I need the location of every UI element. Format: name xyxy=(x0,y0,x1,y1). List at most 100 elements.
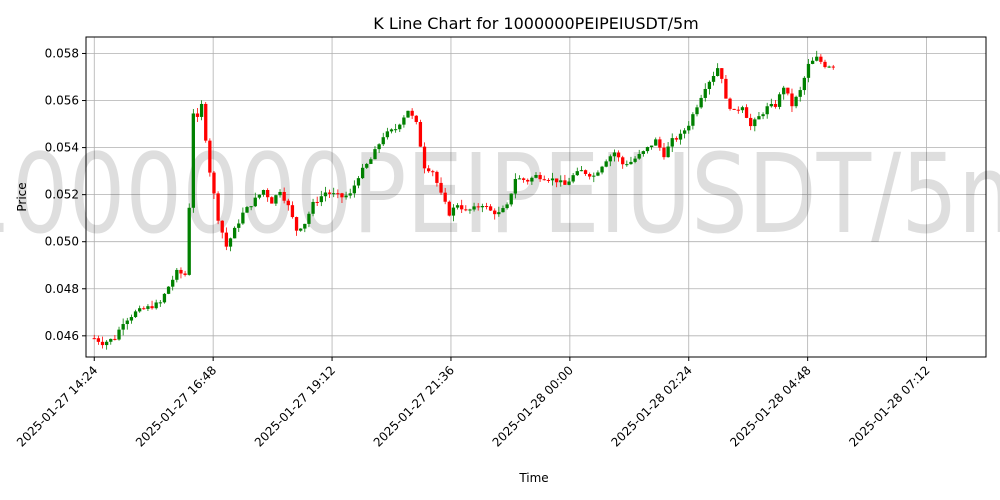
candle-body xyxy=(782,87,786,95)
watermark-text: 1000000PEIPEIUSDT/5m xyxy=(0,130,1000,258)
candle-body xyxy=(381,137,385,145)
candle-body xyxy=(179,269,183,274)
candle-body xyxy=(526,179,530,182)
candle-body xyxy=(480,206,484,208)
candle-body xyxy=(460,205,464,210)
y-tick-label: 0.050 xyxy=(45,235,79,249)
candle-body xyxy=(377,144,381,150)
candle-body xyxy=(191,113,195,208)
candle-body xyxy=(674,138,679,140)
candle-body xyxy=(175,269,179,280)
candle-body xyxy=(422,146,427,169)
candle-body xyxy=(815,56,819,61)
candle-body xyxy=(649,145,654,148)
candle-body xyxy=(550,178,555,181)
y-tick-label: 0.046 xyxy=(45,329,79,343)
candle-body xyxy=(365,163,369,168)
candle-body xyxy=(319,196,323,203)
candle-body xyxy=(369,159,373,164)
candle-body xyxy=(716,68,720,76)
candle-body xyxy=(208,140,212,173)
candle-body xyxy=(728,98,732,109)
candle-body xyxy=(691,114,695,126)
candle-body xyxy=(786,87,790,94)
candle-body xyxy=(625,164,629,166)
candle-body xyxy=(447,201,451,216)
candle-body xyxy=(162,293,167,303)
candle-body xyxy=(476,206,480,208)
candle-body xyxy=(315,201,319,203)
candle-body xyxy=(344,195,348,198)
y-tick-label: 0.058 xyxy=(45,46,79,60)
candle-body xyxy=(443,192,447,202)
candle-body xyxy=(604,161,608,167)
candle-body xyxy=(798,90,802,97)
candle-body xyxy=(583,170,588,175)
candle-body xyxy=(571,175,575,182)
candle-body xyxy=(109,338,113,342)
candle-body xyxy=(439,182,443,193)
y-tick-label: 0.052 xyxy=(45,188,79,202)
candle-body xyxy=(402,117,406,125)
candle-body xyxy=(769,103,773,107)
candle-body xyxy=(327,192,332,194)
candle-body xyxy=(257,194,262,198)
candle-body xyxy=(154,302,158,309)
candle-body xyxy=(232,227,237,239)
candle-body xyxy=(249,206,253,208)
candle-body xyxy=(113,338,117,340)
candle-body xyxy=(398,124,402,130)
candle-body xyxy=(629,161,633,165)
candle-body xyxy=(385,131,390,138)
candle-body xyxy=(740,107,745,111)
candle-body xyxy=(187,207,191,275)
candle-body xyxy=(389,129,394,132)
candle-body xyxy=(633,158,637,162)
candle-body xyxy=(220,220,224,233)
candle-body xyxy=(488,206,493,211)
candle-body xyxy=(530,177,534,182)
candle-body xyxy=(121,324,125,330)
candle-body xyxy=(559,180,563,183)
y-axis: 0.046 0.048 0.050 0.052 0.054 0.056 0.058 xyxy=(45,46,86,343)
candle-body xyxy=(282,191,286,201)
candle-body xyxy=(744,107,749,118)
candle-body xyxy=(542,179,546,181)
candle-body xyxy=(171,279,175,287)
candle-body xyxy=(592,175,596,177)
candle-body xyxy=(352,185,356,194)
candle-body xyxy=(521,178,526,180)
candle-body xyxy=(596,172,600,176)
candle-body xyxy=(720,68,724,79)
candle-body xyxy=(695,107,699,115)
candle-body xyxy=(117,329,121,340)
candle-body xyxy=(92,338,96,340)
candle-body xyxy=(546,179,551,181)
candle-body xyxy=(100,341,105,346)
candle-body xyxy=(538,174,542,180)
candle-body xyxy=(431,171,435,173)
candle-body xyxy=(579,170,584,172)
candle-body xyxy=(410,110,414,116)
candle-body xyxy=(348,193,352,196)
candle-body xyxy=(303,223,307,229)
candle-body xyxy=(427,168,431,172)
candle-body xyxy=(307,213,311,224)
candle-body xyxy=(831,66,835,68)
candle-body xyxy=(166,286,171,294)
candle-body xyxy=(451,207,456,216)
candle-body xyxy=(373,149,377,160)
candle-body xyxy=(711,75,716,82)
candle-body xyxy=(464,209,468,211)
candle-body xyxy=(133,311,138,318)
candle-body xyxy=(138,308,142,312)
candle-body xyxy=(245,207,249,213)
candle-body xyxy=(827,66,831,68)
candle-body xyxy=(567,181,571,185)
y-tick-label: 0.056 xyxy=(45,94,79,108)
candle-body xyxy=(724,78,728,99)
candle-body xyxy=(563,180,567,185)
candle-body xyxy=(129,317,134,321)
candle-body xyxy=(261,190,266,195)
candle-body xyxy=(493,210,497,215)
